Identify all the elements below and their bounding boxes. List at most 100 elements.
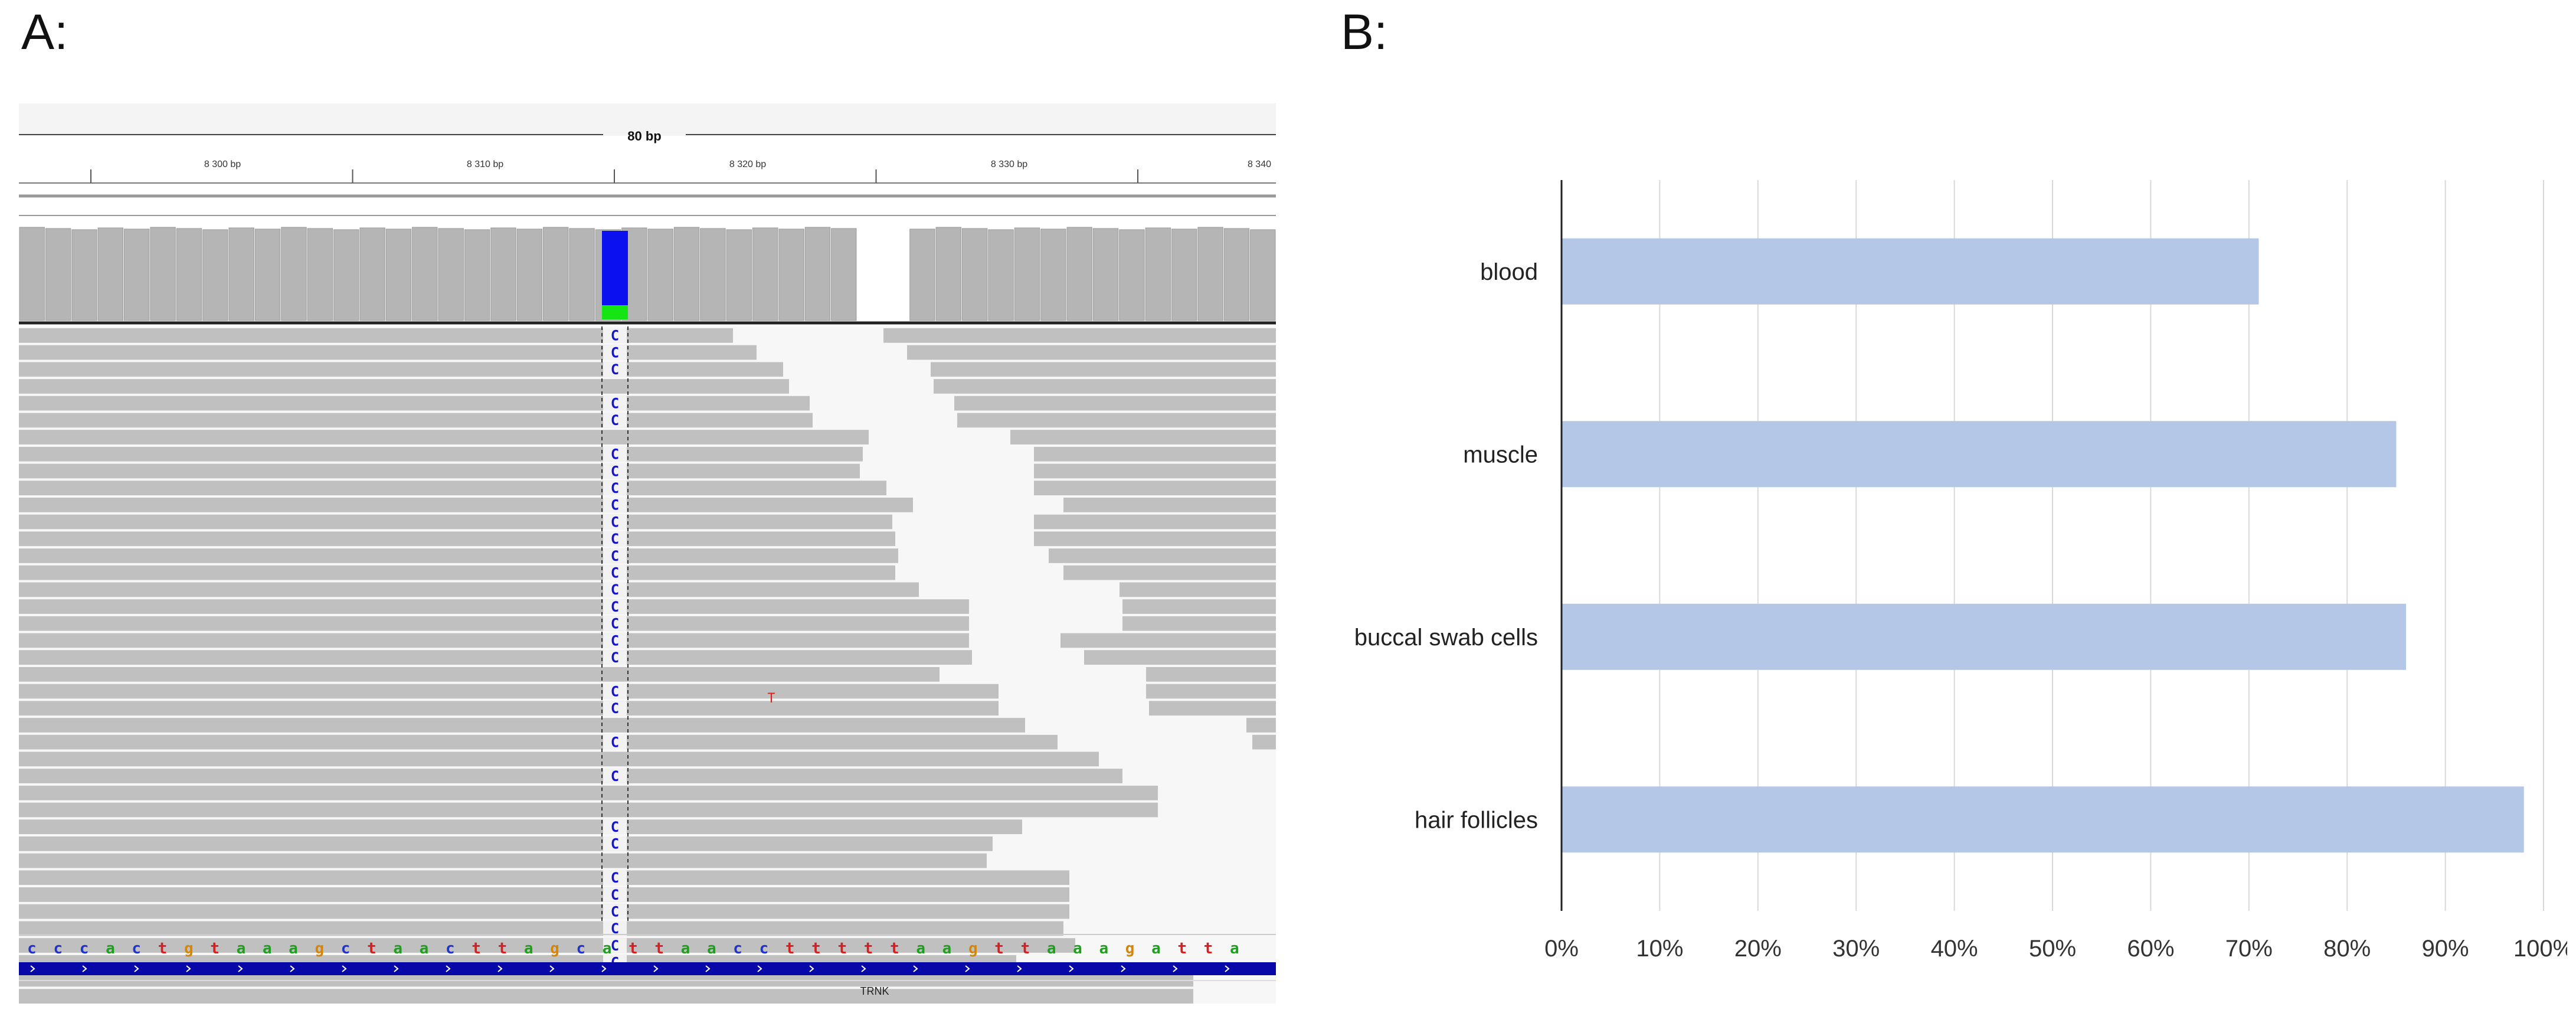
variant-cell bbox=[603, 463, 627, 479]
reference-base: a bbox=[942, 940, 952, 958]
read bbox=[1063, 498, 1276, 512]
reference-base: a bbox=[263, 940, 272, 958]
variant-base: C bbox=[611, 497, 619, 514]
read bbox=[1034, 514, 1276, 530]
variant-base: C bbox=[611, 463, 619, 479]
ruler bbox=[90, 169, 1138, 183]
x-tick-label: 90% bbox=[2422, 936, 2469, 962]
read bbox=[19, 498, 913, 512]
variant-base: C bbox=[611, 904, 619, 920]
read bbox=[19, 785, 1158, 800]
ruler-label-2: 8 310 bp bbox=[467, 159, 503, 169]
variant-base: C bbox=[611, 616, 619, 632]
coverage-bar bbox=[1197, 227, 1223, 321]
variant-base: C bbox=[611, 734, 619, 751]
variant-base: C bbox=[611, 920, 619, 937]
strand-arrow bbox=[446, 965, 451, 972]
coverage-bar bbox=[464, 229, 490, 321]
reference-base: a bbox=[916, 940, 925, 958]
strand-arrow bbox=[30, 965, 35, 972]
variant-cell bbox=[603, 446, 627, 462]
coverage-bar bbox=[778, 228, 804, 321]
coverage-bar bbox=[150, 227, 176, 321]
read bbox=[1063, 565, 1276, 580]
chart-bars bbox=[1562, 238, 2524, 853]
read bbox=[19, 514, 892, 530]
reference-base: a bbox=[1151, 940, 1161, 958]
reference-base: g bbox=[315, 940, 324, 958]
variant-base: C bbox=[611, 870, 619, 886]
coverage-bar bbox=[1223, 228, 1250, 321]
coverage-bar bbox=[962, 228, 988, 321]
reference-base: c bbox=[760, 940, 769, 958]
read bbox=[19, 769, 1122, 783]
reference-base: c bbox=[53, 940, 63, 958]
category-label: blood bbox=[1480, 259, 1538, 285]
coverage-bar bbox=[569, 228, 595, 321]
read bbox=[19, 667, 940, 682]
variant-cell bbox=[603, 650, 627, 665]
read bbox=[957, 413, 1276, 428]
reference-base: a bbox=[1047, 940, 1056, 958]
read bbox=[19, 734, 1058, 750]
x-tick-label: 60% bbox=[2127, 936, 2174, 962]
reference-base: c bbox=[576, 940, 585, 958]
read bbox=[19, 853, 987, 868]
variant-cell bbox=[603, 633, 627, 648]
reference-base: g bbox=[184, 940, 194, 958]
bar-chart: blood muscle buccal swab cells hair follicl… bbox=[1354, 180, 2567, 962]
gene-track bbox=[19, 962, 1276, 981]
reference-base: a bbox=[1073, 940, 1082, 958]
variant-cell bbox=[603, 870, 627, 885]
coverage-bar bbox=[307, 228, 333, 321]
variant-bases: CCCCCCCCCCCCCCCCCCCCCCCCCCCCCC bbox=[603, 328, 627, 971]
variant-base: C bbox=[611, 361, 619, 378]
read bbox=[19, 413, 813, 428]
coverage-bar bbox=[1066, 227, 1092, 321]
variant-base: C bbox=[611, 328, 619, 344]
strand-arrow bbox=[861, 965, 866, 972]
read bbox=[19, 633, 969, 648]
read bbox=[954, 396, 1276, 411]
reference-base: g bbox=[550, 940, 559, 958]
variant-base: C bbox=[611, 531, 619, 547]
reference-base: t bbox=[158, 940, 168, 958]
coverage-bar bbox=[385, 228, 412, 321]
coverage-bar bbox=[726, 229, 752, 321]
reference-base: t bbox=[367, 940, 377, 958]
x-tick-label: 50% bbox=[2029, 936, 2076, 962]
ruler-label-3: 8 320 bp bbox=[729, 159, 766, 169]
reference-base: c bbox=[80, 940, 89, 958]
read bbox=[1149, 701, 1276, 716]
variant-cell bbox=[603, 616, 627, 631]
read bbox=[907, 345, 1276, 360]
strand-arrow bbox=[238, 965, 243, 972]
reference-base: a bbox=[603, 940, 612, 958]
ruler-label-1: 8 300 bp bbox=[204, 159, 241, 169]
variant-cell bbox=[603, 904, 627, 919]
strand-arrow bbox=[549, 965, 555, 972]
variant-cell bbox=[603, 481, 627, 495]
gene-bar bbox=[19, 962, 1276, 975]
strand-arrow bbox=[186, 965, 191, 972]
coverage-bar bbox=[516, 228, 542, 321]
variant-base: C bbox=[611, 649, 619, 666]
variant-cell bbox=[603, 514, 627, 530]
reference-base: t bbox=[1177, 940, 1187, 958]
read bbox=[19, 446, 863, 462]
coverage-bar bbox=[176, 228, 202, 321]
coverage-bar bbox=[254, 228, 281, 321]
variant-base: C bbox=[611, 599, 619, 615]
variant-base: C bbox=[611, 480, 619, 496]
coverage-bar bbox=[412, 227, 438, 321]
strand-arrow bbox=[1225, 965, 1230, 972]
read bbox=[19, 548, 898, 563]
read bbox=[934, 379, 1276, 394]
read bbox=[19, 616, 969, 631]
read bbox=[19, 345, 757, 360]
reference-base: t bbox=[811, 940, 821, 958]
strand-arrow bbox=[757, 965, 762, 972]
read bbox=[19, 870, 1069, 885]
read bbox=[1084, 650, 1276, 665]
ruler-label-4: 8 330 bp bbox=[991, 159, 1027, 169]
